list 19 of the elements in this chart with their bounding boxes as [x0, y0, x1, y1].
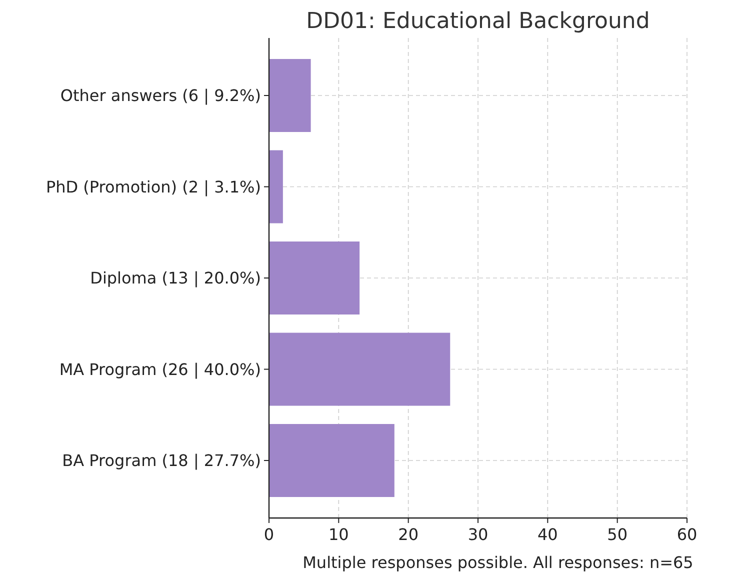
chart-title: DD01: Educational Background [306, 9, 650, 34]
bar [269, 424, 394, 498]
y-tick-label: MA Program (26 | 40.0%) [59, 360, 261, 379]
x-tick-label: 60 [676, 525, 698, 544]
x-tick-label: 40 [537, 525, 558, 544]
x-tick-label: 30 [468, 525, 488, 544]
y-tick-label: PhD (Promotion) (2 | 3.1%) [46, 177, 261, 196]
x-tick-label: 10 [328, 525, 349, 544]
x-tick-label: 0 [264, 525, 274, 544]
bar [269, 150, 283, 224]
x-axis-title: Multiple responses possible. All responses: n=65 [302, 553, 694, 572]
bar [269, 332, 450, 406]
y-tick-label: Other answers (6 | 9.2%) [60, 86, 261, 106]
y-tick-label: Diploma (13 | 20.0%) [90, 268, 261, 288]
x-tick-label: 20 [398, 525, 419, 544]
bar [269, 242, 360, 314]
x-tick-label: 50 [607, 525, 628, 544]
y-tick-label: BA Program (18 | 27.7%) [62, 451, 261, 470]
bar [269, 58, 311, 132]
